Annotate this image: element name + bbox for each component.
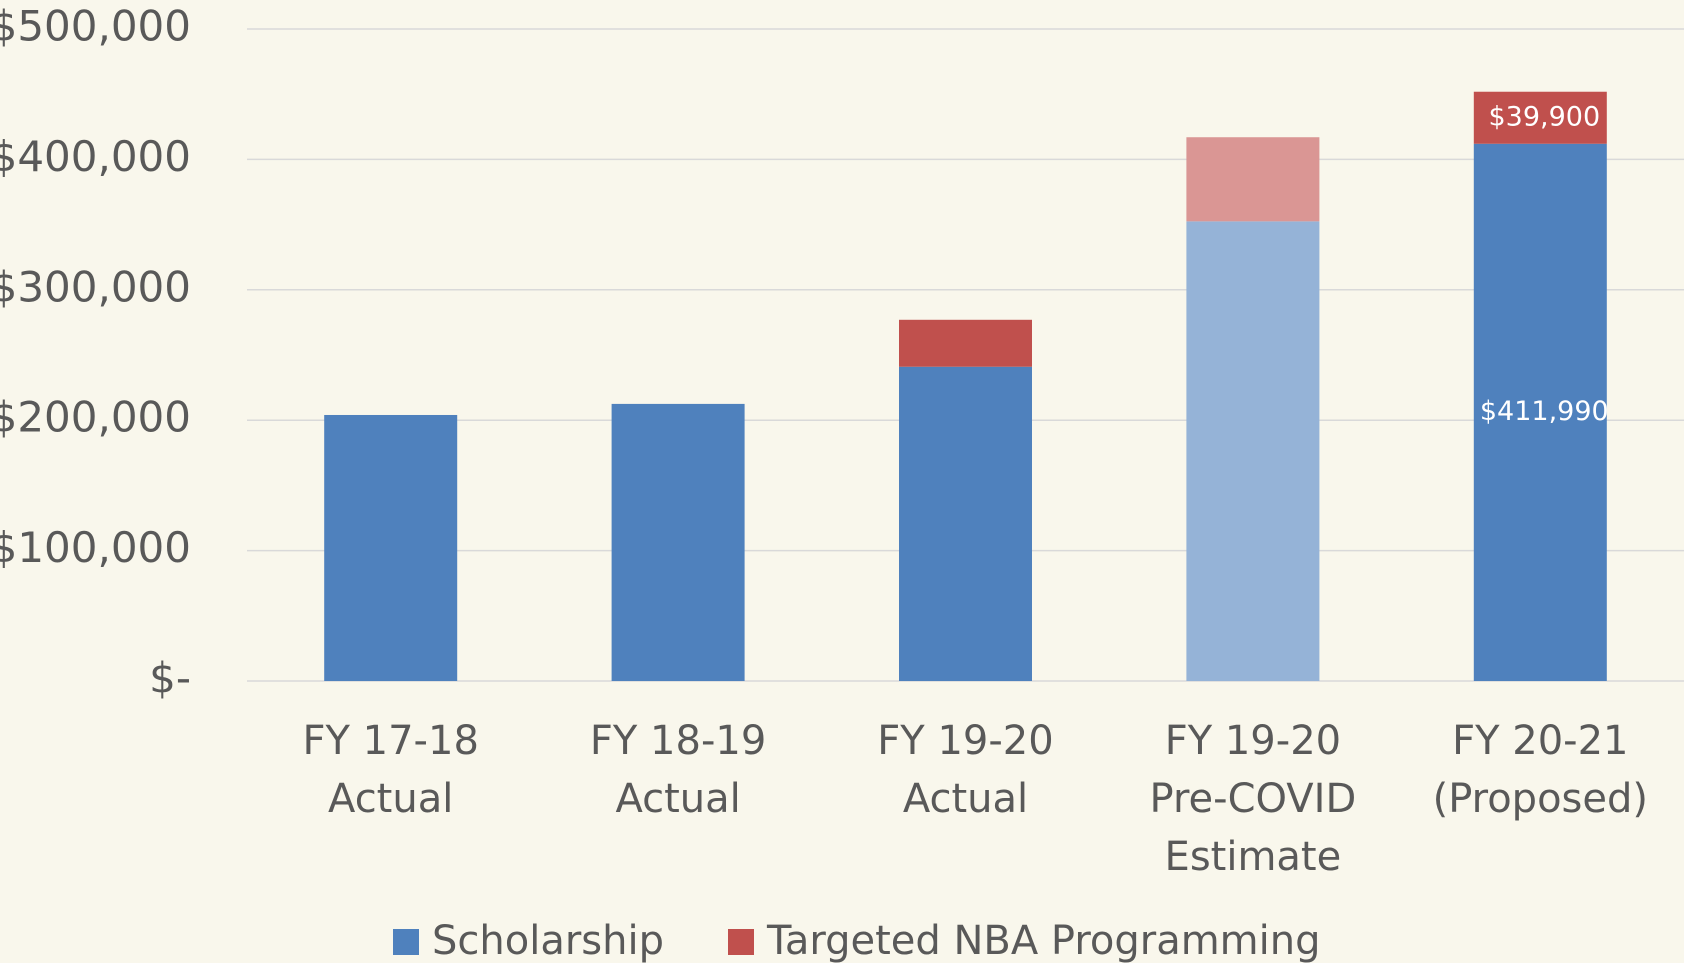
x-tick-label: Actual	[328, 776, 453, 822]
x-tick-label: Pre-COVID	[1150, 776, 1357, 822]
bar-segment	[1186, 221, 1320, 681]
x-tick-label: FY 19-20	[877, 718, 1053, 764]
bar-segment	[1186, 137, 1320, 222]
data-label: $411,990	[1480, 396, 1609, 427]
bar-segment	[324, 414, 458, 681]
y-tick-label: $200,000	[0, 393, 191, 442]
x-tick-label: FY 20-21	[1452, 718, 1628, 764]
bar-segment	[611, 403, 745, 681]
bar-segment	[1473, 143, 1607, 682]
x-tick-label: FY 17-18	[303, 718, 479, 764]
y-tick-label: $500,000	[0, 2, 191, 51]
x-tick-label: FY 18-19	[590, 718, 766, 764]
legend-swatch	[728, 929, 754, 955]
y-tick-label: $100,000	[0, 523, 191, 572]
x-tick-label: FY 19-20	[1165, 718, 1341, 764]
legend-swatch	[393, 929, 419, 955]
y-tick-label: $-	[149, 654, 191, 703]
bar-segment	[899, 366, 1032, 681]
x-tick-label: (Proposed)	[1433, 776, 1648, 822]
bar-segment	[899, 319, 1032, 367]
x-tick-label: Actual	[903, 776, 1028, 822]
x-tick-label: Estimate	[1165, 834, 1342, 880]
legend-label: Targeted NBA Programming	[766, 918, 1321, 963]
y-tick-label: $400,000	[0, 132, 191, 181]
data-label: $39,900	[1488, 101, 1600, 132]
y-tick-label: $300,000	[0, 262, 191, 311]
bar-segment	[1473, 91, 1607, 144]
legend-label: Scholarship	[432, 918, 664, 963]
x-tick-label: Actual	[615, 776, 740, 822]
